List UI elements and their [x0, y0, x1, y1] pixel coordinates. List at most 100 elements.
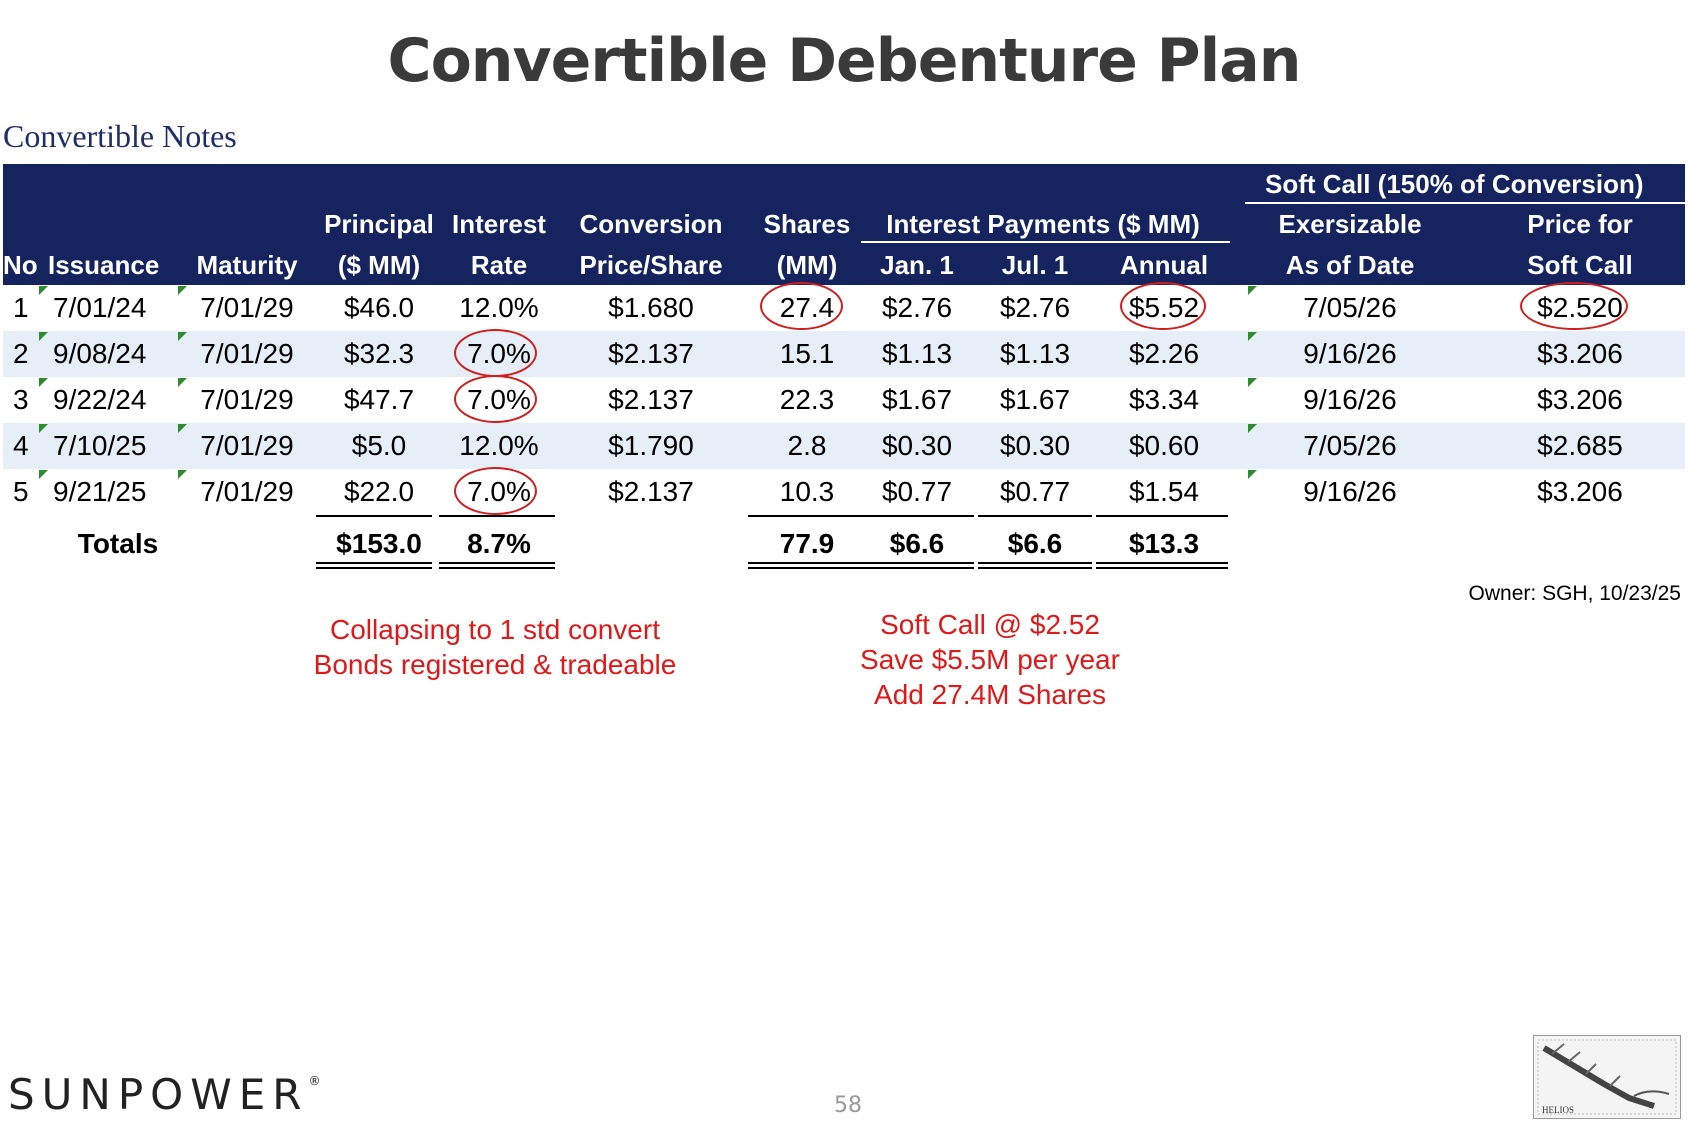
cell-annual: $2.26	[1128, 338, 1200, 369]
cell-rate: 12.0%	[459, 292, 539, 323]
cell-annual: $1.54	[1128, 476, 1200, 507]
table-row: 3 9/22/24 7/01/29 $47.7 7.0% $2.137 22.3…	[3, 377, 1685, 423]
totals-label: Totals	[77, 528, 159, 559]
highlight-circle-rate-row5	[454, 467, 537, 515]
table-row: 1 7/01/24 7/01/29 $46.0 12.0% $1.680 27.…	[3, 285, 1685, 331]
page-title: Convertible Debenture Plan	[387, 26, 1302, 96]
annotation-line: Add 27.4M Shares	[874, 679, 1106, 710]
header-jul: Jul. 1	[1001, 250, 1069, 280]
comment-marker	[178, 378, 187, 387]
highlight-circle-softcall-price	[1520, 282, 1628, 330]
header-exer-2: As of Date	[1285, 250, 1415, 280]
cell-maturity: 7/01/29	[200, 384, 294, 415]
table-row: 5 9/21/25 7/01/29 $22.0 7.0% $2.137 10.3…	[3, 469, 1685, 515]
total-double-line-shares	[748, 562, 974, 564]
comment-marker	[1248, 424, 1257, 433]
cell-softcall-price: $3.206	[1537, 476, 1623, 507]
annotation-line: Soft Call @ $2.52	[880, 609, 1100, 640]
total-double-line-annual	[1096, 567, 1228, 569]
header-exer-1: Exersizable	[1278, 209, 1422, 239]
cell-principal: $46.0	[343, 292, 415, 323]
cell-issuance: 7/10/25	[53, 430, 147, 461]
page-number: 58	[834, 1093, 862, 1118]
cell-issuance: 9/08/24	[53, 338, 147, 369]
sunpower-logo: SUNPOWER®	[8, 1070, 321, 1119]
total-double-line-principal	[316, 567, 432, 569]
cell-issuance: 9/21/25	[53, 476, 147, 507]
annotation-line: Bonds registered & tradeable	[313, 649, 677, 680]
header-payments-underline	[861, 241, 1230, 243]
cell-jan: $1.67	[881, 384, 953, 415]
cell-issuance: 9/22/24	[53, 384, 147, 415]
cell-conversion: $2.137	[608, 384, 694, 415]
comment-marker	[178, 286, 187, 295]
section-heading: Convertible Notes	[3, 118, 237, 154]
totals-annual: $13.3	[1128, 528, 1200, 559]
comment-marker	[39, 470, 48, 479]
cell-jan: $2.76	[881, 292, 953, 323]
cell-no: 5	[13, 476, 29, 507]
comment-marker	[39, 286, 48, 295]
header-annual: Annual	[1119, 250, 1209, 280]
cell-maturity: 7/01/29	[200, 292, 294, 323]
cell-no: 4	[13, 430, 29, 461]
cell-shares: 15.1	[779, 338, 835, 369]
cell-exersizable: 7/05/26	[1303, 292, 1397, 323]
cell-jan: $0.30	[881, 430, 953, 461]
total-double-line-annual	[1096, 562, 1228, 564]
cell-conversion: $1.790	[608, 430, 694, 461]
totals-jan: $6.6	[889, 528, 945, 559]
header-conversion-2: Price/Share	[579, 250, 723, 280]
cell-exersizable: 9/16/26	[1303, 384, 1397, 415]
annotation-softcall: Soft Call @ $2.52 Save $5.5M per year Ad…	[780, 607, 1200, 712]
cell-exersizable: 7/05/26	[1303, 430, 1397, 461]
comment-marker	[39, 378, 48, 387]
comment-marker	[178, 424, 187, 433]
header-softcall-group: Soft Call (150% of Conversion)	[1265, 169, 1644, 199]
comment-marker	[1248, 378, 1257, 387]
subtotal-line-annual	[1096, 515, 1228, 517]
cell-no: 1	[13, 292, 29, 323]
header-shares-2: (MM)	[776, 250, 838, 280]
total-double-line-shares	[748, 567, 974, 569]
totals-principal: $153.0	[336, 528, 422, 559]
highlight-circle-annual	[1120, 282, 1206, 330]
header-shares-1: Shares	[763, 209, 851, 239]
cell-jul: $1.13	[999, 338, 1071, 369]
table-row: 2 9/08/24 7/01/29 $32.3 7.0% $2.137 15.1…	[3, 331, 1685, 377]
header-conversion-1: Conversion	[579, 209, 723, 239]
stamp-label: HELIOS	[1542, 1105, 1574, 1115]
subtotal-line-principal	[316, 515, 432, 517]
cell-principal: $5.0	[351, 430, 407, 461]
subtotal-line-shares	[748, 515, 974, 517]
cell-annual: $3.34	[1128, 384, 1200, 415]
highlight-circle-rate-row2	[454, 329, 537, 377]
total-double-line-jul	[978, 562, 1092, 564]
totals-shares: 77.9	[779, 528, 835, 559]
header-interest-2: Rate	[470, 250, 528, 280]
cell-exersizable: 9/16/26	[1303, 476, 1397, 507]
cell-exersizable: 9/16/26	[1303, 338, 1397, 369]
annotation-line: Collapsing to 1 std convert	[330, 614, 660, 645]
cell-principal: $32.3	[343, 338, 415, 369]
header-principal-1: Principal	[324, 209, 434, 239]
logo-wordmark: SUNPOWER	[8, 1070, 309, 1119]
comment-marker	[39, 332, 48, 341]
cell-jul: $0.77	[999, 476, 1071, 507]
header-principal-2: ($ MM)	[337, 250, 421, 280]
helios-stamp-image: HELIOS	[1533, 1035, 1681, 1119]
cell-softcall-price: $2.685	[1537, 430, 1623, 461]
header-maturity: Maturity	[196, 250, 298, 280]
header-issuance: Issuance	[48, 250, 160, 280]
cell-annual: $0.60	[1128, 430, 1200, 461]
cell-shares: 2.8	[787, 430, 827, 461]
helios-stamp-icon	[1537, 1039, 1677, 1115]
total-double-line-rate	[439, 562, 555, 564]
subtotal-line-jul	[978, 515, 1092, 517]
comment-marker	[1248, 470, 1257, 479]
comment-marker	[1248, 286, 1257, 295]
cell-maturity: 7/01/29	[200, 338, 294, 369]
comment-marker	[178, 470, 187, 479]
highlight-circle-rate-row3	[454, 375, 537, 423]
comment-marker	[178, 332, 187, 341]
